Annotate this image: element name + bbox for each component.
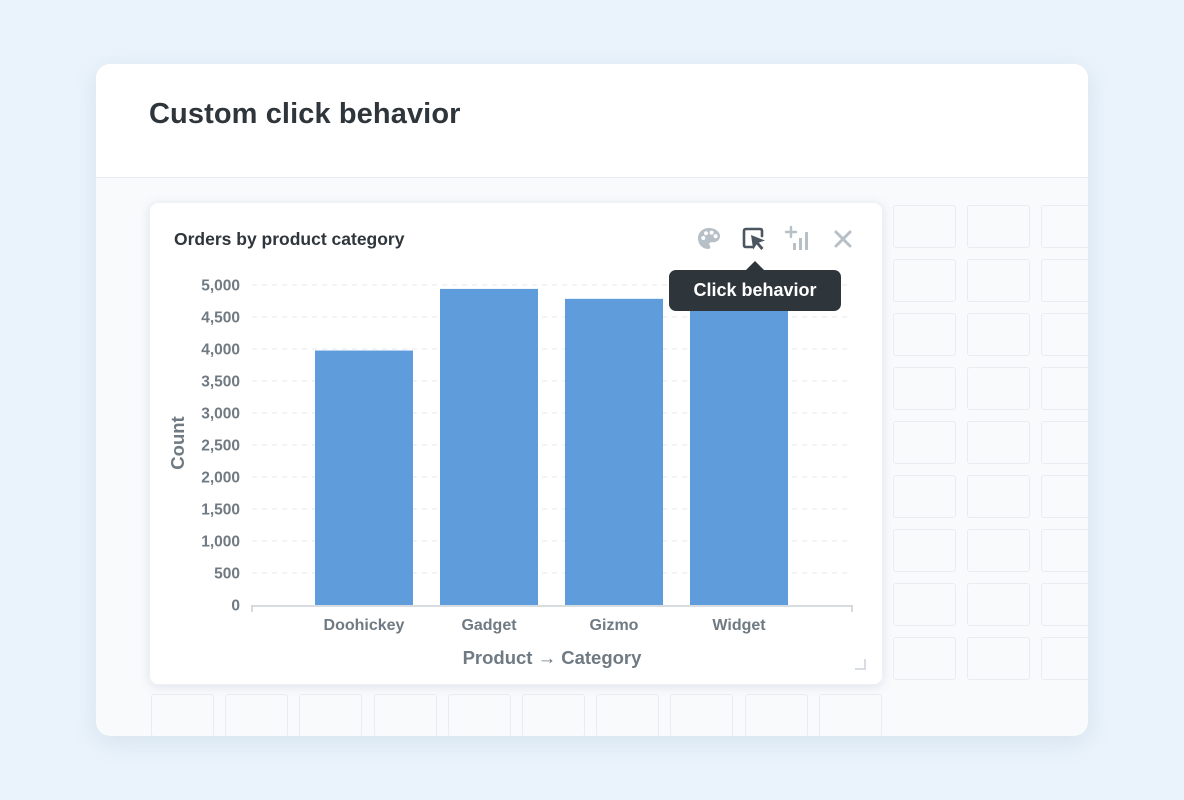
grid-cell [225, 694, 289, 736]
grid-cell [967, 421, 1030, 464]
dashboard-header: Custom click behavior [96, 64, 1088, 178]
bar-widget[interactable] [690, 281, 788, 605]
grid-cell [596, 694, 660, 736]
grid-cell [447, 694, 511, 736]
page-title: Custom click behavior [149, 98, 461, 130]
y-tick-label: 2,500 [201, 438, 240, 455]
grid-cell [373, 694, 437, 736]
grid-cell [670, 694, 734, 736]
grid-cell [151, 694, 214, 736]
grid-cell [1041, 259, 1088, 302]
y-tick-label: 0 [231, 598, 240, 615]
x-tick-label: Gadget [461, 617, 517, 634]
bar-doohickey[interactable] [315, 350, 413, 605]
close-icon[interactable] [829, 225, 857, 253]
palette-icon[interactable] [695, 225, 723, 253]
grid-cell [967, 313, 1030, 356]
bar-chart[interactable]: 0 500 1,000 1,500 2,000 2,500 3,000 3,500 4,000 4… [150, 203, 884, 686]
y-tick-label: 3,000 [201, 406, 240, 423]
grid-cell [522, 694, 585, 736]
grid-cell [967, 475, 1030, 518]
click-behavior-tooltip: Click behavior [669, 270, 841, 311]
grid-cell [893, 259, 956, 302]
x-tick-label: Doohickey [324, 617, 405, 634]
grid-cell [967, 259, 1030, 302]
bar-gadget[interactable] [440, 288, 538, 605]
x-axis-title: Product → Category [463, 647, 643, 668]
card-title: Orders by product category [174, 229, 405, 249]
grid-cell [893, 475, 956, 518]
tooltip-arrow [746, 261, 764, 270]
grid-cell [1041, 529, 1088, 572]
y-tick-label: 1,000 [201, 534, 240, 551]
x-tick-label: Gizmo [590, 617, 639, 634]
grid-cell [1041, 475, 1088, 518]
y-tick-label: 2,000 [201, 470, 240, 487]
grid-cell [299, 694, 363, 736]
add-series-icon[interactable] [783, 225, 811, 253]
grid-cell [1041, 205, 1088, 248]
grid-cell [967, 529, 1030, 572]
y-tick-label: 1,500 [201, 502, 240, 519]
grid-cell [893, 637, 956, 680]
y-tick-label: 500 [214, 566, 240, 583]
grid-cell [893, 367, 956, 410]
x-tick-label: Widget [712, 617, 766, 634]
grid-cell [1041, 637, 1088, 680]
grid-cell [1041, 583, 1088, 626]
grid-cell [744, 694, 808, 736]
y-tick-label: 5,000 [201, 278, 240, 295]
grid-cell [893, 421, 956, 464]
grid-cell [967, 367, 1030, 410]
y-tick-label: 4,500 [201, 310, 240, 327]
grid-cell [893, 313, 956, 356]
y-tick-label: 4,000 [201, 342, 240, 359]
grid-cell [893, 205, 956, 248]
grid-cell [967, 637, 1030, 680]
grid-cell [1041, 421, 1088, 464]
resize-handle[interactable] [855, 659, 866, 670]
y-axis-title: Count [167, 416, 188, 469]
grid-cell [893, 529, 956, 572]
bar-gizmo[interactable] [565, 298, 663, 605]
grid-cell [893, 583, 956, 626]
grid-cell [1041, 313, 1088, 356]
grid-cell [967, 583, 1030, 626]
grid-cell [1041, 367, 1088, 410]
grid-cell [967, 205, 1030, 248]
grid-cell [818, 694, 882, 736]
click-behavior-icon[interactable] [740, 225, 768, 253]
dashboard-grid [96, 179, 1088, 736]
dashboard-frame: Custom click behavior 0 500 1,000 1,500 2,00… [96, 64, 1088, 736]
y-tick-label: 3,500 [201, 374, 240, 391]
dashboard-card[interactable]: 0 500 1,000 1,500 2,000 2,500 3,000 3,500 4,000 4… [149, 202, 883, 685]
